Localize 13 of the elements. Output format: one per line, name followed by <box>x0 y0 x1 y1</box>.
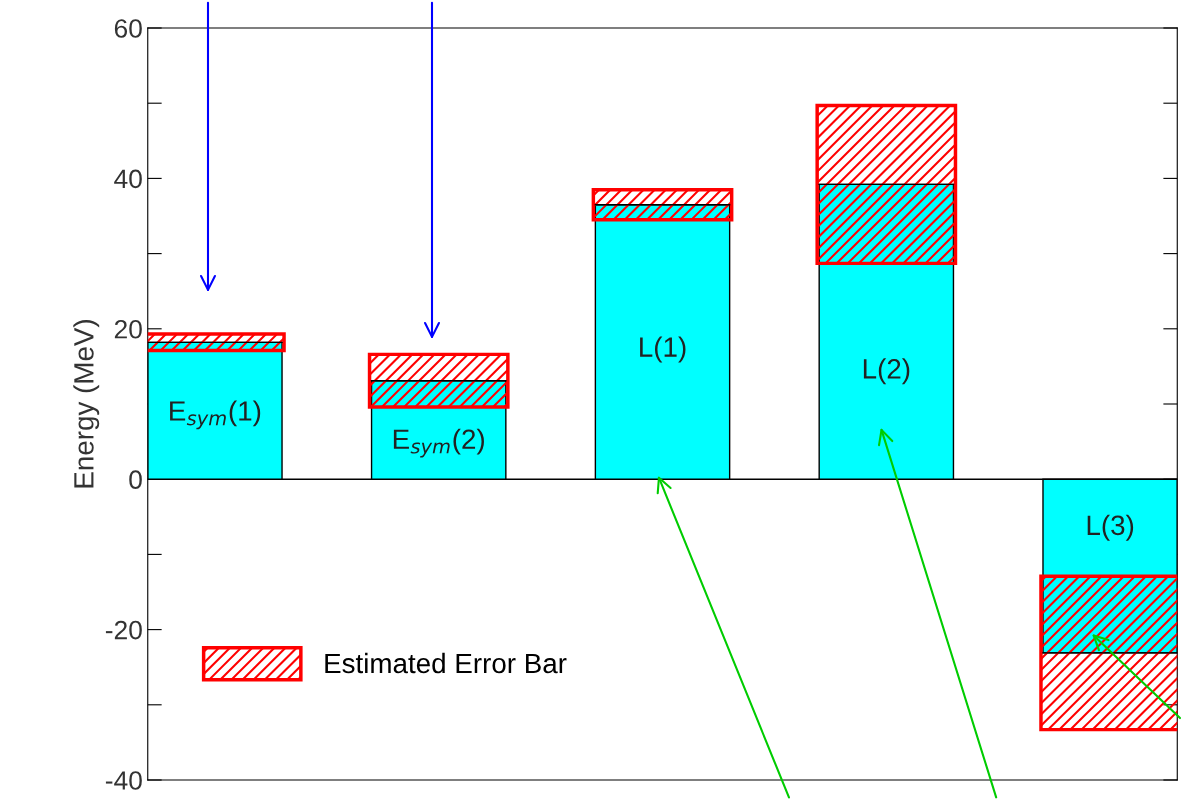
x-tick-label: E$_{sym}$(2) <box>393 428 484 458</box>
x-tick-label: L(2) <box>863 358 910 385</box>
x-tick-label: E$_{sym}$(1) <box>170 400 261 430</box>
y-axis-title: Energy (MeV) <box>73 320 100 488</box>
y-tick-label: 40 <box>114 169 142 189</box>
x-tick-label: L(1) <box>640 336 686 363</box>
y-tick-label: -40 <box>105 771 142 790</box>
legend-label: Estimated Error Bar <box>325 652 567 674</box>
x-tick-label: L(3) <box>1087 514 1134 541</box>
y-tick-label: -20 <box>105 620 142 640</box>
y-tick-label: 60 <box>114 19 142 38</box>
y-tick-label: 20 <box>114 319 142 339</box>
y-tick-label: 0 <box>129 470 142 490</box>
